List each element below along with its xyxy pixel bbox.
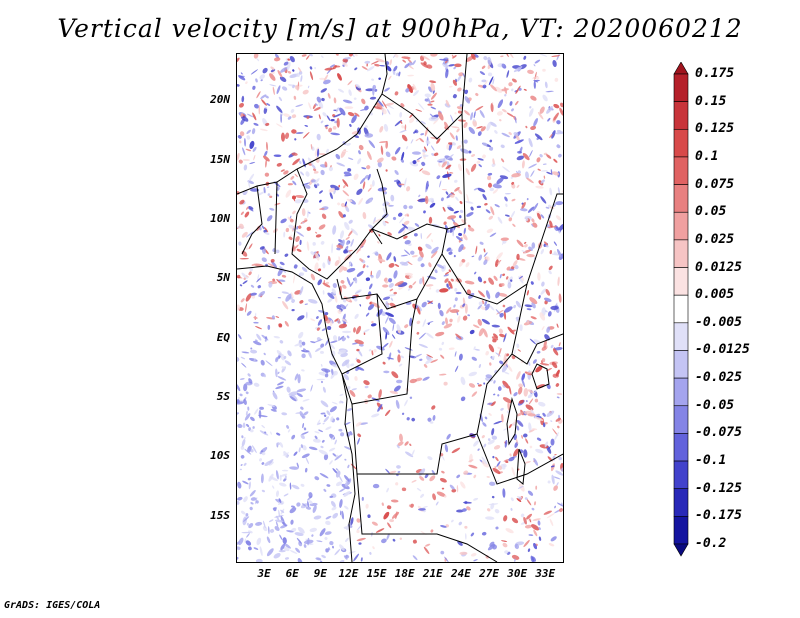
border-line (476, 283, 528, 435)
lat-tick-label: 15S (210, 508, 230, 522)
border-line (371, 168, 388, 245)
velocity-speckle (237, 54, 563, 562)
lon-tick-label: 30E (507, 567, 528, 580)
border-line (274, 181, 278, 255)
colorbar-swatch (673, 184, 689, 213)
colorbar-tick-label: -0.075 (695, 425, 742, 441)
colorbar-tick-label: -0.1 (695, 453, 727, 469)
border-line (336, 253, 443, 310)
colorbar-swatch (673, 62, 689, 75)
colorbar-tick-label: -0.0125 (695, 342, 750, 358)
colorbar-swatch (673, 322, 689, 351)
lat-tick-label: 20N (210, 93, 230, 107)
colorbar-tick-label: 0.175 (695, 66, 735, 81)
colorbar (673, 62, 689, 557)
lon-tick-label: 9E (313, 567, 327, 580)
lon-tick-label: 33E (535, 567, 556, 580)
colorbar-swatch (673, 350, 689, 379)
colorbar-tick-label: 0.15 (695, 93, 727, 109)
colorbar-tick-label: 0.005 (695, 287, 735, 303)
colorbar-tick-label: -0.005 (695, 314, 742, 330)
map-panel[interactable] (236, 53, 564, 563)
lat-tick-label: 5S (216, 389, 230, 403)
lon-tick-label: 3E (257, 567, 271, 580)
lake-outline (516, 448, 526, 485)
border-line (241, 185, 263, 255)
lon-tick-label: 15E (366, 567, 387, 580)
lon-tick-label: 12E (338, 567, 359, 580)
colorbar-swatch (673, 211, 689, 241)
colorbar-swatch (673, 294, 689, 324)
lon-tick-label: 27E (479, 567, 499, 580)
colorbar-swatch (673, 156, 689, 185)
colorbar-swatch (673, 405, 689, 434)
border-line (511, 333, 563, 365)
colorbar-swatch (673, 377, 689, 407)
lake-outline (506, 397, 518, 446)
colorbar-tick-label: -0.2 (695, 536, 727, 551)
lat-tick-label: 15N (210, 152, 230, 166)
lon-tick-label: 21E (422, 567, 443, 580)
border-line (381, 54, 468, 140)
colorbar-tick-label: 0.075 (695, 176, 735, 192)
colorbar-swatch (673, 73, 689, 102)
border-line (441, 113, 563, 305)
colorbar-swatch (673, 460, 689, 490)
border-line (351, 403, 563, 485)
colorbar-swatch (673, 516, 689, 545)
lon-tick-label: 6E (285, 567, 299, 580)
colorbar-swatch (673, 128, 689, 158)
velocity-field-map (237, 54, 563, 562)
colorbar-swatch (673, 488, 689, 517)
coastline (237, 265, 356, 562)
border-line (356, 473, 498, 562)
colorbar-swatch (673, 239, 689, 268)
lat-tick-label: 10N (210, 212, 230, 226)
lon-tick-label: 18E (394, 567, 415, 580)
colorbar-tick-label: 0.025 (695, 231, 735, 247)
colorbar-tick-label: -0.125 (695, 480, 742, 496)
lat-tick-label: 10S (210, 449, 230, 463)
border-line (291, 168, 448, 280)
colorbar-tick-label: -0.025 (695, 370, 742, 386)
footer-credit: GrADS: IGES/COLA (4, 600, 101, 611)
colorbar-tick-label: 0.05 (695, 204, 727, 220)
lake-outline (531, 363, 550, 390)
colorbar-swatch (673, 543, 689, 557)
colorbar-tick-label: 0.125 (695, 121, 735, 137)
colorbar-tick-label: 0.0125 (695, 259, 742, 275)
lat-tick-label: 5N (216, 271, 230, 285)
border-line (237, 54, 388, 195)
colorbar-tick-label: -0.175 (695, 508, 742, 524)
colorbar-swatch (673, 101, 689, 130)
colorbar-tick-label: -0.05 (695, 397, 735, 413)
lat-tick-label: EQ (216, 330, 230, 344)
country-borders (237, 54, 563, 562)
colorbar-swatch (673, 433, 689, 462)
colorbar-tick-label: 0.1 (695, 148, 719, 164)
colorbar-swatch (673, 267, 689, 296)
lon-tick-label: 24E (450, 567, 471, 580)
map-title: Vertical velocity [m/s] at 900hPa, VT: 2… (57, 14, 743, 43)
